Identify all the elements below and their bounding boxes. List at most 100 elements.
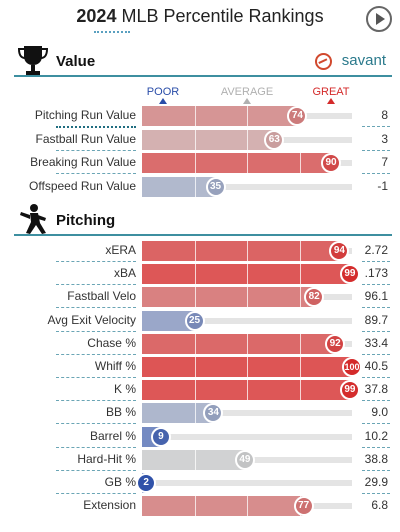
metric-row: Pitching Run Value 74 8 <box>0 105 400 128</box>
metric-row: xBA 99 .173 <box>0 263 400 286</box>
gridline <box>194 403 196 424</box>
row-divider-right <box>362 353 390 355</box>
metric-row: K % 99 37.8 <box>0 379 400 402</box>
row-divider <box>56 377 136 378</box>
gridline <box>194 287 196 308</box>
row-divider <box>56 261 136 262</box>
metric-name: GB % <box>104 475 136 489</box>
metric-stat: 38.8 <box>364 451 388 466</box>
great-arrow-icon <box>327 98 335 104</box>
pitcher-icon <box>20 204 46 234</box>
gridline <box>247 153 248 173</box>
gridline <box>299 287 301 308</box>
metric-stat: -1 <box>377 178 388 193</box>
row-divider-right <box>362 469 390 471</box>
row-divider <box>56 493 136 494</box>
gridline <box>247 496 248 517</box>
savant-brand: savant <box>341 52 386 69</box>
scale-label-poor: POOR <box>146 86 180 98</box>
average-arrow-icon <box>243 98 251 104</box>
metric-row: Whiff % 100 40.5 <box>0 356 400 378</box>
gridline <box>299 333 301 354</box>
percentile-circle: 2 <box>136 473 157 493</box>
gridline <box>194 153 196 173</box>
row-divider <box>56 173 136 174</box>
gridline <box>247 357 248 377</box>
metric-name: K % <box>113 382 136 397</box>
value-section-header: Value savant <box>0 44 400 78</box>
gridline <box>194 264 196 285</box>
row-divider-right <box>362 400 390 402</box>
gridline <box>194 176 196 197</box>
percentile-circle: 63 <box>264 129 285 150</box>
row-divider-right <box>362 261 390 262</box>
row-divider-right <box>362 423 390 425</box>
poor-arrow-icon <box>159 98 167 104</box>
metric-row: Fastball Velo 82 96.1 <box>0 286 400 309</box>
metric-row: Barrel % 9 10.2 <box>0 426 400 448</box>
row-divider-right <box>362 173 390 174</box>
percentile-bar <box>142 403 214 424</box>
gridline <box>247 106 248 126</box>
percentile-circle: 92 <box>325 333 346 354</box>
percentile-bar <box>142 106 298 126</box>
metric-stat: 89.7 <box>364 312 388 327</box>
metric-row: BB % 34 9.0 <box>0 402 400 425</box>
percentile-bar <box>142 449 245 470</box>
percentile-bar <box>142 241 340 261</box>
percentile-bar <box>142 287 315 308</box>
title-text: MLB Percentile Rankings <box>121 6 324 26</box>
metric-name: Extension <box>83 498 136 513</box>
metric-stat: 33.4 <box>364 335 388 350</box>
percentile-track <box>142 317 352 324</box>
percentile-bar <box>142 310 195 331</box>
row-divider <box>56 126 136 128</box>
metric-name: Offspeed Run Value <box>29 178 136 193</box>
percentile-circle: 49 <box>234 449 255 470</box>
metric-stat: 3 <box>381 131 388 146</box>
metric-row: Extension 77 6.8 <box>0 495 400 517</box>
metric-row: Offspeed Run Value 35 -1 <box>0 176 400 198</box>
gridline <box>299 153 301 173</box>
percentile-track <box>142 480 352 486</box>
metric-row: Avg Exit Velocity 25 89.7 <box>0 310 400 332</box>
metric-name: Avg Exit Velocity <box>47 312 137 327</box>
section-rule <box>14 75 392 77</box>
play-icon[interactable] <box>366 6 392 32</box>
percentile-bar <box>142 496 304 517</box>
metric-stat: 40.5 <box>364 359 388 373</box>
gridline <box>194 241 196 261</box>
percentile-circle: 77 <box>293 496 314 517</box>
page-title: 2024 MLB Percentile Rankings <box>0 6 400 27</box>
section-rule <box>14 234 392 236</box>
pitching-section-header: Pitching <box>0 203 400 237</box>
row-divider-right <box>362 149 390 151</box>
metric-stat: 9.0 <box>371 405 388 420</box>
scale-label-average: AVERAGE <box>220 86 274 98</box>
row-divider-right <box>362 126 390 127</box>
row-divider <box>56 469 136 471</box>
metric-stat: 2.72 <box>364 243 388 257</box>
metric-stat: 8 <box>381 108 388 122</box>
metric-row: Breaking Run Value 90 7 <box>0 152 400 174</box>
metric-row: GB % 2 29.9 <box>0 472 400 494</box>
row-divider <box>56 353 136 355</box>
metric-name: Barrel % <box>89 428 136 443</box>
metric-name: Whiff % <box>94 359 136 373</box>
row-divider-right <box>362 307 390 309</box>
percentile-track <box>142 183 352 190</box>
row-divider <box>56 307 136 309</box>
row-divider-right <box>362 330 390 332</box>
percentile-bar <box>142 264 350 285</box>
gridline <box>299 357 301 377</box>
metric-row: Hard-Hit % 49 38.8 <box>0 449 400 471</box>
row-divider <box>56 330 136 332</box>
row-divider <box>56 446 136 448</box>
percentile-circle: 99 <box>339 380 360 401</box>
metric-stat: .173 <box>364 266 388 281</box>
percentile-bar <box>142 129 275 150</box>
metric-row: xERA 94 2.72 <box>0 240 400 262</box>
gridline <box>194 380 196 401</box>
metric-name: Hard-Hit % <box>77 451 136 466</box>
percentile-circle: 94 <box>329 241 350 261</box>
